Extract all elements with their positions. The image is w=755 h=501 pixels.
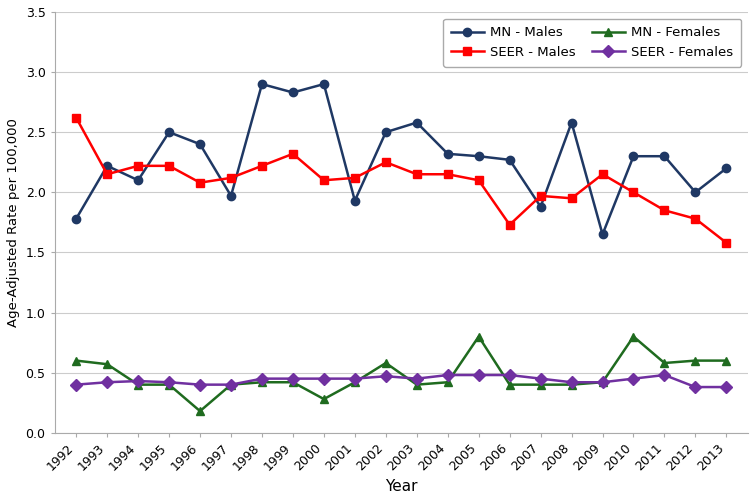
Legend: MN - Males, SEER - Males, MN - Females, SEER - Females: MN - Males, SEER - Males, MN - Females, … <box>443 19 741 67</box>
MN - Females <box>505 382 514 388</box>
MN - Females <box>319 396 328 402</box>
SEER - Males <box>629 189 638 195</box>
MN - Males <box>505 157 514 163</box>
SEER - Females <box>443 372 452 378</box>
MN - Males <box>474 153 483 159</box>
MN - Females <box>72 358 81 364</box>
MN - Females <box>165 382 174 388</box>
SEER - Males <box>319 177 328 183</box>
MN - Males <box>381 129 390 135</box>
SEER - Females <box>691 384 700 390</box>
SEER - Males <box>691 216 700 222</box>
Line: SEER - Males: SEER - Males <box>72 114 731 247</box>
SEER - Males <box>134 163 143 169</box>
MN - Males <box>443 151 452 157</box>
SEER - Males <box>381 159 390 165</box>
SEER - Females <box>381 373 390 379</box>
MN - Males <box>196 141 205 147</box>
MN - Females <box>412 382 421 388</box>
SEER - Males <box>412 171 421 177</box>
MN - Males <box>319 81 328 87</box>
MN - Females <box>722 358 731 364</box>
MN - Females <box>598 379 607 385</box>
MN - Females <box>381 360 390 366</box>
Line: MN - Females: MN - Females <box>72 332 731 415</box>
MN - Females <box>288 379 297 385</box>
MN - Females <box>629 334 638 340</box>
MN - Females <box>134 382 143 388</box>
MN - Females <box>196 408 205 414</box>
SEER - Males <box>196 180 205 186</box>
SEER - Males <box>165 163 174 169</box>
MN - Males <box>722 165 731 171</box>
MN - Females <box>660 360 669 366</box>
SEER - Females <box>226 382 236 388</box>
SEER - Females <box>505 372 514 378</box>
MN - Males <box>72 216 81 222</box>
MN - Males <box>103 163 112 169</box>
SEER - Females <box>567 379 576 385</box>
SEER - Females <box>196 382 205 388</box>
MN - Males <box>412 120 421 126</box>
SEER - Males <box>226 175 236 181</box>
SEER - Males <box>536 193 545 199</box>
MN - Females <box>226 382 236 388</box>
MN - Females <box>257 379 267 385</box>
MN - Males <box>134 177 143 183</box>
SEER - Females <box>722 384 731 390</box>
MN - Males <box>567 120 576 126</box>
SEER - Females <box>319 376 328 382</box>
MN - Females <box>536 382 545 388</box>
SEER - Females <box>660 372 669 378</box>
SEER - Males <box>505 222 514 228</box>
SEER - Males <box>722 240 731 246</box>
SEER - Females <box>288 376 297 382</box>
MN - Males <box>350 198 359 204</box>
SEER - Males <box>288 151 297 157</box>
SEER - Males <box>443 171 452 177</box>
SEER - Females <box>598 379 607 385</box>
MN - Males <box>165 129 174 135</box>
SEER - Females <box>165 379 174 385</box>
SEER - Males <box>350 175 359 181</box>
MN - Males <box>598 231 607 237</box>
SEER - Males <box>474 177 483 183</box>
MN - Males <box>691 189 700 195</box>
Line: SEER - Females: SEER - Females <box>72 371 731 391</box>
X-axis label: Year: Year <box>385 479 418 494</box>
SEER - Females <box>412 376 421 382</box>
SEER - Males <box>257 163 267 169</box>
SEER - Males <box>72 115 81 121</box>
SEER - Females <box>72 382 81 388</box>
Line: MN - Males: MN - Males <box>72 80 731 238</box>
MN - Females <box>567 382 576 388</box>
MN - Females <box>691 358 700 364</box>
SEER - Females <box>536 376 545 382</box>
MN - Males <box>629 153 638 159</box>
SEER - Females <box>350 376 359 382</box>
MN - Females <box>443 379 452 385</box>
SEER - Males <box>103 171 112 177</box>
SEER - Males <box>598 171 607 177</box>
MN - Females <box>474 334 483 340</box>
SEER - Females <box>257 376 267 382</box>
Y-axis label: Age-Adjusted Rate per 100,000: Age-Adjusted Rate per 100,000 <box>7 118 20 327</box>
SEER - Females <box>474 372 483 378</box>
MN - Males <box>288 90 297 96</box>
SEER - Females <box>134 378 143 384</box>
MN - Females <box>103 361 112 367</box>
SEER - Males <box>567 195 576 201</box>
MN - Males <box>257 81 267 87</box>
MN - Females <box>350 379 359 385</box>
MN - Males <box>536 204 545 210</box>
SEER - Females <box>103 379 112 385</box>
MN - Males <box>226 193 236 199</box>
SEER - Females <box>629 376 638 382</box>
MN - Males <box>660 153 669 159</box>
SEER - Males <box>660 207 669 213</box>
